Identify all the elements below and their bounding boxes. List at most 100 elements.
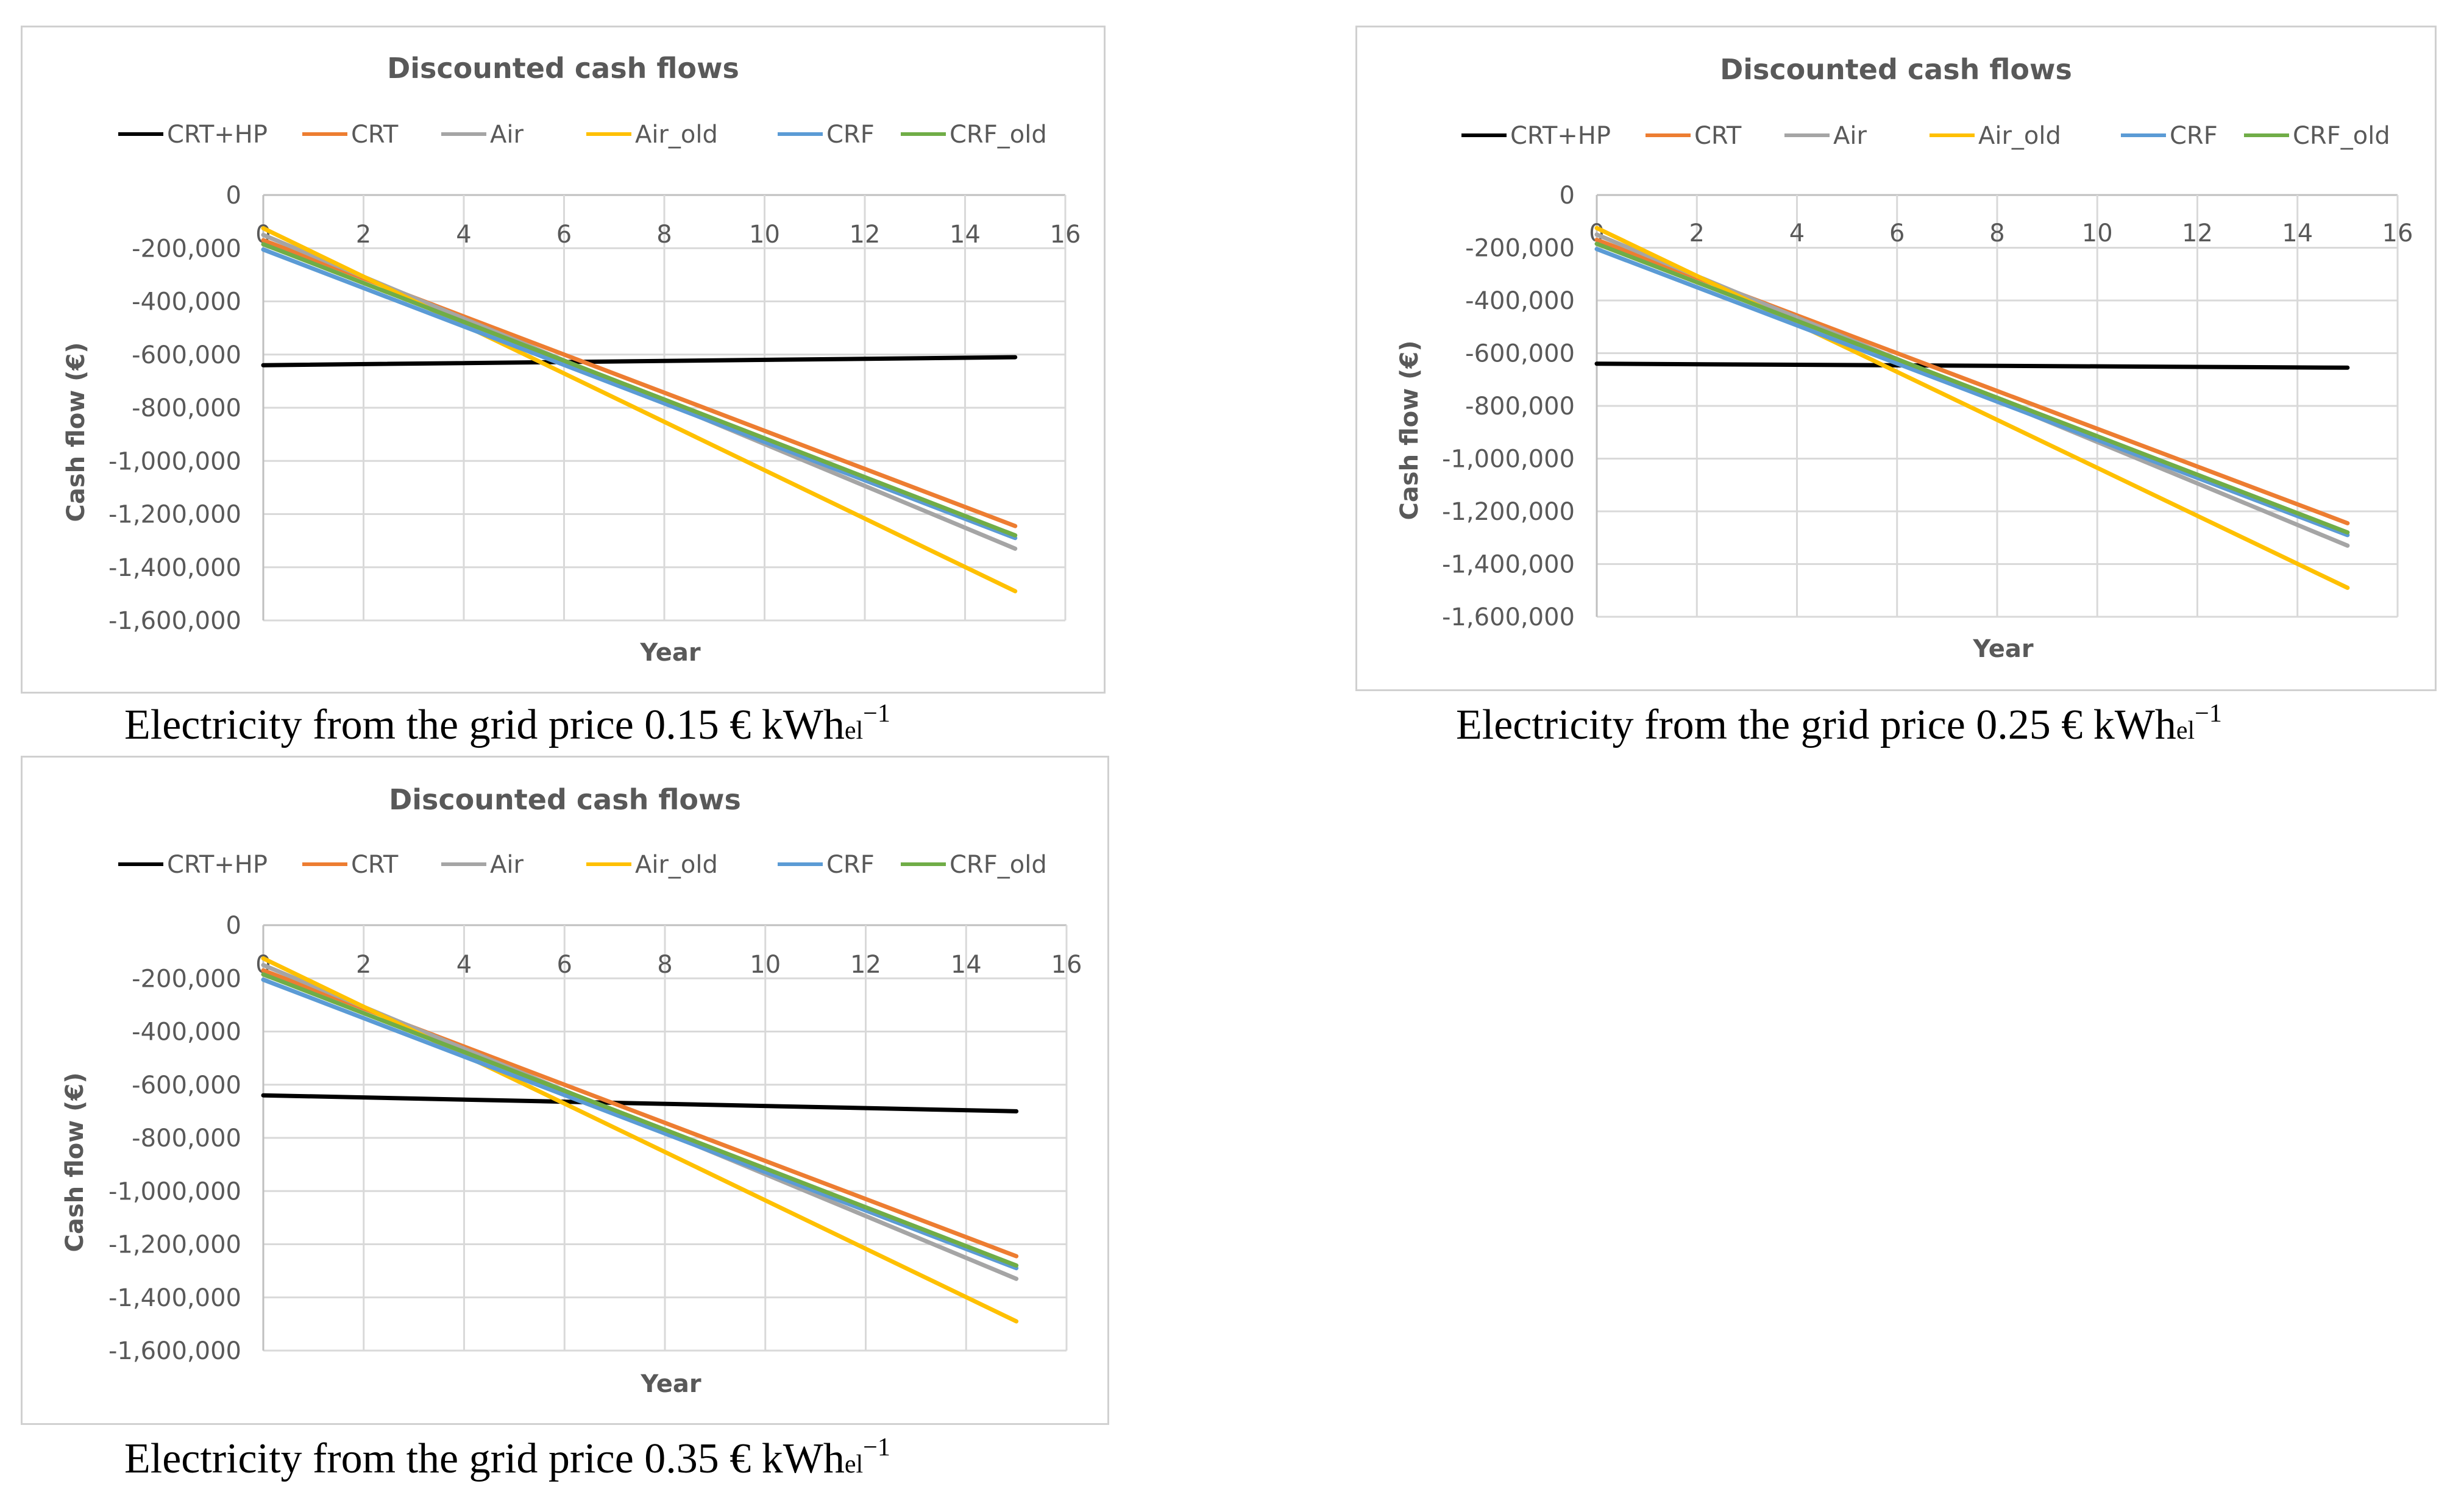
y-tick-label: -1,600,000	[1442, 603, 1575, 631]
x-tick-label: 6	[556, 221, 572, 249]
x-tick-label: 12	[850, 221, 881, 249]
legend-label-air: Air	[490, 121, 524, 149]
caption-2: Electricity from the grid price 0.25 € k…	[1456, 699, 2222, 750]
series-line-air-old	[1594, 226, 2350, 590]
x-tick-label: 16	[2382, 219, 2413, 247]
chart-1-title: Discounted cash flows	[387, 52, 739, 85]
legend-label-crt-hp: CRT+HP	[167, 121, 268, 149]
y-tick-label: -400,000	[132, 288, 241, 316]
x-tick-label: 4	[456, 951, 472, 979]
x-tick-label: 12	[850, 951, 881, 979]
y-tick-label: -200,000	[132, 965, 241, 993]
x-axis-title: Year	[640, 1370, 701, 1398]
y-tick-label: 0	[226, 182, 241, 210]
x-tick-label: 2	[356, 221, 371, 249]
chart-panel-2: Discounted cash flows CRT+HP CRT Air Air_old…	[1355, 26, 2437, 691]
y-tick-label: -1,400,000	[1442, 551, 1575, 579]
series-line-crf	[261, 247, 1018, 541]
chart-2-svg: Discounted cash flows CRT+HP CRT Air Air_old…	[1355, 26, 2437, 691]
chart-panel-1: Discounted cash flows CRT+HP CRT Air Air_old…	[21, 26, 1106, 694]
caption-2-main: Electricity from the grid price 0.25 € k…	[1456, 701, 2176, 748]
x-tick-label: 14	[2282, 219, 2313, 247]
y-tick-label: -1,200,000	[108, 1231, 241, 1259]
series-line-crt-hp	[261, 1093, 1019, 1114]
chart-3-svg: Discounted cash flows CRT+HP CRT Air Air_old…	[21, 756, 1109, 1425]
y-tick-label: -1,600,000	[108, 1337, 241, 1365]
caption-2-sub: el	[2176, 717, 2195, 745]
x-tick-label: 6	[557, 951, 572, 979]
y-axis-title: Cash flow (€)	[62, 343, 90, 522]
y-tick-label: -400,000	[1465, 287, 1575, 315]
series-line-crf	[261, 977, 1019, 1271]
y-tick-label: -600,000	[132, 341, 241, 369]
legend-label-crt-hp: CRT+HP	[167, 851, 268, 879]
x-tick-label: 14	[951, 951, 982, 979]
y-tick-label: -1,200,000	[1442, 498, 1575, 526]
caption-3: Electricity from the grid price 0.35 € k…	[124, 1433, 890, 1483]
caption-1-main: Electricity from the grid price 0.15 € k…	[124, 701, 845, 748]
x-tick-label: 4	[1789, 219, 1805, 247]
y-tick-label: -1,200,000	[108, 501, 241, 529]
caption-2-sup: −1	[2195, 700, 2222, 728]
y-tick-label: -800,000	[132, 1124, 241, 1153]
legend-label-air-old: Air_old	[635, 121, 718, 149]
y-tick-label: -1,000,000	[108, 1177, 241, 1206]
legend-label-crt: CRT	[351, 121, 399, 149]
x-tick-label: 4	[456, 221, 471, 249]
legend-label-crt: CRT	[1694, 122, 1742, 150]
series-line-crf-old	[261, 972, 1019, 1268]
y-tick-label: 0	[1560, 182, 1575, 210]
chart-1-svg: Discounted cash flows CRT+HP CRT Air Air_old…	[21, 26, 1106, 694]
legend-label-air: Air	[490, 851, 524, 879]
caption-1-sup: −1	[863, 700, 890, 728]
chart-3-title: Discounted cash flows	[389, 783, 741, 816]
y-tick-label: -1,000,000	[108, 447, 241, 475]
y-tick-label: -800,000	[132, 394, 241, 422]
caption-3-sup: −1	[863, 1433, 890, 1462]
legend-label-crf: CRF	[2170, 122, 2218, 150]
x-tick-label: 10	[750, 951, 781, 979]
legend-label-air-old: Air_old	[1978, 122, 2061, 150]
legend-label-air-old: Air_old	[635, 851, 718, 879]
x-axis-title: Year	[639, 639, 700, 667]
legend-label-crt: CRT	[351, 851, 399, 879]
y-tick-label: -1,600,000	[108, 607, 241, 635]
y-tick-label: -200,000	[132, 235, 241, 263]
legend-label-crf-old: CRF_old	[950, 121, 1047, 149]
x-tick-label: 14	[950, 221, 981, 249]
x-tick-label: 8	[656, 221, 672, 249]
x-tick-label: 6	[1889, 219, 1905, 247]
x-tick-label: 12	[2182, 219, 2213, 247]
caption-3-main: Electricity from the grid price 0.35 € k…	[124, 1435, 845, 1482]
legend-label-crf-old: CRF_old	[2293, 122, 2390, 150]
y-axis-title: Cash flow (€)	[61, 1073, 89, 1252]
x-tick-label: 8	[1989, 219, 2004, 247]
series-line-crt-hp	[1594, 361, 2350, 370]
x-tick-label: 2	[356, 951, 371, 979]
x-tick-label: 16	[1051, 951, 1082, 979]
y-tick-label: -600,000	[1465, 340, 1575, 368]
legend-label-crf-old: CRF_old	[950, 851, 1047, 879]
chart-panel-3: Discounted cash flows CRT+HP CRT Air Air_old…	[21, 756, 1109, 1425]
x-tick-label: 16	[1050, 221, 1081, 249]
x-tick-label: 10	[2082, 219, 2113, 247]
series-line-air-old	[261, 956, 1019, 1324]
y-tick-label: -1,000,000	[1442, 446, 1575, 474]
series-line-crf-old	[1594, 241, 2350, 535]
y-tick-label: 0	[226, 912, 241, 940]
caption-1: Electricity from the grid price 0.15 € k…	[124, 699, 890, 750]
caption-3-sub: el	[844, 1451, 864, 1479]
x-axis-title: Year	[1972, 635, 2033, 663]
series-line-crt-hp	[261, 355, 1018, 368]
y-tick-label: -800,000	[1465, 392, 1575, 421]
series-line-crf-old	[261, 242, 1018, 538]
x-tick-label: 10	[749, 221, 780, 249]
chart-2-title: Discounted cash flows	[1720, 53, 2072, 86]
legend-label-crf: CRF	[826, 851, 875, 879]
x-tick-label: 8	[657, 951, 672, 979]
y-axis-title: Cash flow (€)	[1396, 341, 1424, 520]
y-tick-label: -1,400,000	[108, 554, 241, 582]
x-tick-label: 2	[1689, 219, 1705, 247]
y-tick-label: -1,400,000	[108, 1284, 241, 1312]
y-tick-label: -400,000	[132, 1018, 241, 1046]
